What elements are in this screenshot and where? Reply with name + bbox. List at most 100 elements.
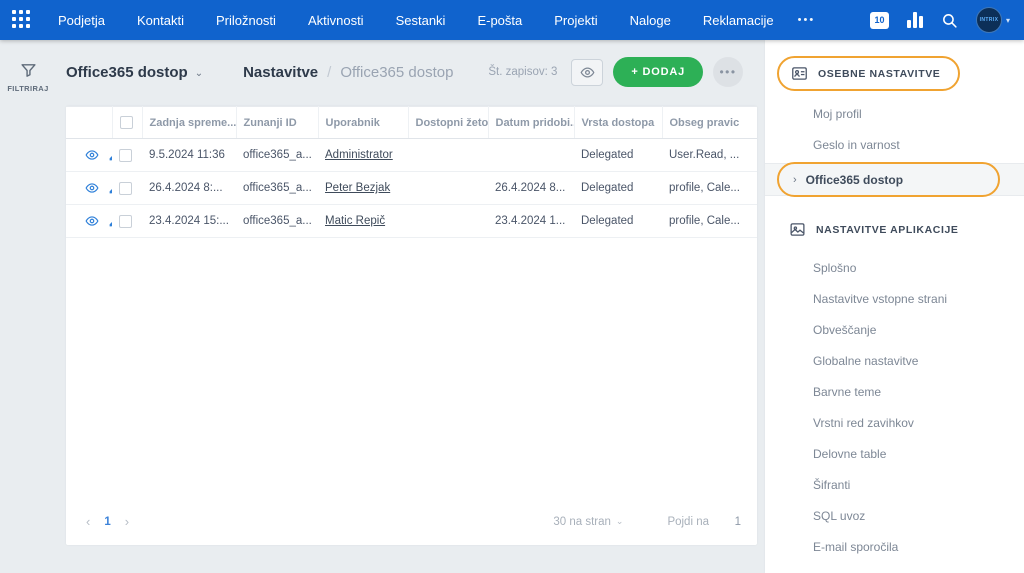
- next-page-icon[interactable]: ›: [124, 514, 130, 529]
- records-count-label: Št. zapisov: 3: [488, 66, 558, 78]
- top-navigation-bar: Podjetja Kontakti Priložnosti Aktivnosti…: [0, 0, 1024, 40]
- cell-zunanji-id: office365_a...: [236, 138, 318, 172]
- nav-item-podjetja[interactable]: Podjetja: [58, 12, 105, 28]
- row-checkbox[interactable]: [119, 181, 132, 195]
- topbar-right-icons: 10 INTRIX ▾: [869, 7, 1010, 33]
- table-row[interactable]: 23.4.2024 15:... office365_a... Matic Re…: [66, 204, 757, 238]
- sidebar-item-nastavitve-vstopne-strani[interactable]: Nastavitve vstopne strani: [813, 292, 948, 306]
- goto-page-label: Pojdi na: [667, 515, 709, 528]
- nav-item-priloznosti[interactable]: Priložnosti: [215, 12, 276, 28]
- cell-datum-pridobitve: 26.4.2024 8...: [488, 171, 574, 205]
- sidebar-item-splosno[interactable]: Splošno: [813, 261, 857, 275]
- select-all-checkbox-cell: [112, 106, 143, 139]
- view-record-icon[interactable]: [85, 214, 99, 228]
- sidebar-item-delovne-table[interactable]: Delovne table: [813, 447, 887, 461]
- personal-settings-title: OSEBNE NASTAVITVE: [818, 67, 941, 80]
- sidebar-item-obvescanje[interactable]: Obveščanje: [813, 323, 877, 337]
- edit-record-icon[interactable]: [108, 215, 112, 228]
- nav-item-sestanki[interactable]: Sestanki: [395, 12, 446, 28]
- table-row[interactable]: 9.5.2024 11:36 office365_a... Administra…: [66, 138, 757, 172]
- sidebar-item-geslo-in-varnost[interactable]: Geslo in varnost: [813, 138, 900, 152]
- nav-item-eposta[interactable]: E-pošta: [477, 12, 523, 28]
- per-page-label: 30 na stran: [553, 515, 611, 528]
- sidebar-item-sql-uvoz[interactable]: SQL uvoz: [813, 509, 866, 523]
- sidebar-item-moj-profil[interactable]: Moj profil: [813, 107, 862, 121]
- user-link[interactable]: Matic Repič: [325, 215, 386, 227]
- filter-funnel-icon[interactable]: [20, 62, 37, 79]
- toggle-view-button[interactable]: [571, 58, 604, 86]
- nav-item-projekti[interactable]: Projekti: [554, 12, 598, 28]
- table-row[interactable]: 26.4.2024 8:... office365_a... Peter Bez…: [66, 171, 757, 205]
- user-menu[interactable]: INTRIX ▾: [975, 7, 1010, 33]
- nav-more-icon[interactable]: •••: [797, 14, 816, 26]
- user-link[interactable]: Administrator: [325, 149, 393, 161]
- sidebar-item-sifranti[interactable]: Šifranti: [813, 478, 851, 492]
- analytics-chart-icon[interactable]: [906, 12, 923, 28]
- cell-vrsta-dostopa: Delegated: [574, 138, 662, 172]
- sidebar-item-globalne-nastavitve[interactable]: Globalne nastavitve: [813, 354, 919, 368]
- user-link[interactable]: Peter Bezjak: [325, 182, 391, 194]
- cell-obseg-pravic: profile, Cale...: [662, 204, 757, 238]
- filter-rail-label[interactable]: FILTRIRAJ: [7, 84, 49, 93]
- column-zunanji-id[interactable]: Zunanji ID: [236, 106, 319, 139]
- application-settings-header-inner: NASTAVITVE APLIKACIJE: [777, 214, 977, 245]
- records-table-card: Zadnja spreme... Zunanji ID Uporabnik Do…: [66, 106, 757, 545]
- page-header: Office365 dostop ⌄ Nastavitve / Office36…: [66, 52, 757, 92]
- nav-item-aktivnosti[interactable]: Aktivnosti: [307, 12, 364, 28]
- cell-datum-pridobitve: [488, 138, 574, 172]
- cell-dostopni-zeton: [408, 138, 488, 172]
- column-zadnja-sprememba[interactable]: Zadnja spreme...: [142, 106, 237, 139]
- main-panel: Office365 dostop ⌄ Nastavitve / Office36…: [56, 40, 757, 573]
- breadcrumb-parent[interactable]: Nastavitve: [243, 63, 319, 81]
- breadcrumb-separator: /: [327, 63, 332, 81]
- view-record-icon[interactable]: [85, 148, 99, 162]
- application-settings-title: NASTAVITVE APLIKACIJE: [816, 223, 959, 236]
- current-page[interactable]: 1: [104, 515, 111, 528]
- add-button[interactable]: + DODAJ: [613, 57, 703, 87]
- column-datum-pridobitve[interactable]: Datum pridobi...: [488, 106, 575, 139]
- sidebar-item-barvne-teme[interactable]: Barvne teme: [813, 385, 882, 399]
- application-settings-header: NASTAVITVE APLIKACIJE: [765, 214, 1024, 245]
- personal-settings-header: OSEBNE NASTAVITVE: [765, 56, 1024, 91]
- row-checkbox[interactable]: [119, 214, 132, 228]
- app-grid-icon[interactable]: [12, 10, 32, 30]
- more-options-button[interactable]: •••: [713, 57, 743, 87]
- cell-obseg-pravic: User.Read, ...: [662, 138, 757, 172]
- nav-item-kontakti[interactable]: Kontakti: [136, 12, 184, 28]
- calendar-icon[interactable]: 10: [869, 11, 889, 29]
- goto-page-input[interactable]: 1: [734, 515, 741, 528]
- sidebar-item-vrstni-red-zavihkov[interactable]: Vrstni red zavihkov: [813, 416, 914, 430]
- module-title-dropdown[interactable]: Office365 dostop ⌄: [66, 64, 203, 81]
- previous-page-icon[interactable]: ‹: [86, 514, 91, 529]
- column-dostopni-zeton[interactable]: Dostopni žeton: [408, 106, 489, 139]
- cell-vrsta-dostopa: Delegated: [574, 171, 662, 205]
- cell-zadnja-sprememba: 26.4.2024 8:...: [142, 171, 236, 205]
- edit-record-icon[interactable]: [108, 149, 112, 162]
- per-page-select[interactable]: 30 na stran ⌄: [553, 516, 623, 528]
- column-uporabnik[interactable]: Uporabnik: [318, 106, 409, 139]
- edit-record-icon[interactable]: [108, 182, 112, 195]
- sidebar-item-email-sporocila[interactable]: E-mail sporočila: [813, 540, 899, 554]
- records-table: Zadnja spreme... Zunanji ID Uporabnik Do…: [66, 106, 757, 238]
- cell-datum-pridobitve: 23.4.2024 1...: [488, 204, 574, 238]
- view-record-icon[interactable]: [85, 181, 99, 195]
- main-menu: Podjetja Kontakti Priložnosti Aktivnosti…: [58, 13, 774, 28]
- column-obseg-pravic[interactable]: Obseg pravic: [662, 106, 757, 139]
- settings-sidebar: OSEBNE NASTAVITVE Moj profil Geslo in va…: [765, 40, 1024, 573]
- sidebar-item-office365-dostop-selected[interactable]: › Office365 dostop: [765, 162, 1024, 197]
- chevron-down-icon: ⌄: [194, 67, 204, 79]
- row-checkbox[interactable]: [119, 148, 132, 162]
- breadcrumb-current: Office365 dostop: [340, 63, 454, 81]
- avatar[interactable]: INTRIX: [975, 7, 1002, 33]
- select-all-checkbox[interactable]: [119, 116, 133, 129]
- nav-item-reklamacije[interactable]: Reklamacije: [702, 12, 774, 28]
- nav-item-naloge[interactable]: Naloge: [629, 12, 671, 28]
- annotation-ring: OSEBNE NASTAVITVE: [777, 56, 961, 91]
- column-vrsta-dostopa[interactable]: Vrsta dostopa: [574, 106, 663, 139]
- cell-obseg-pravic: profile, Cale...: [662, 171, 757, 205]
- id-card-icon: [791, 65, 808, 82]
- search-icon[interactable]: [941, 12, 958, 29]
- chevron-right-icon: ›: [793, 173, 797, 186]
- chevron-down-icon: ▾: [1005, 15, 1010, 25]
